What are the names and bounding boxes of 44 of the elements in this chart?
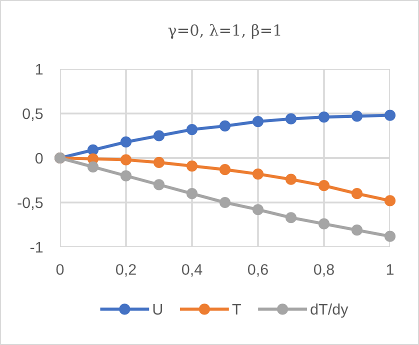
y-tick-label: -0,5: [18, 197, 43, 210]
point: [384, 230, 396, 242]
x-tick-label: 0: [56, 264, 64, 275]
point: [252, 116, 264, 128]
point: [120, 136, 132, 148]
point: [285, 174, 297, 185]
x-tick-label: 0,4: [182, 264, 202, 277]
point: [87, 161, 99, 172]
x-tick-label: 0,8: [314, 264, 334, 277]
x-tick-label: 0,6: [248, 264, 268, 277]
point: [120, 154, 132, 166]
y-tick-label: 0: [35, 152, 43, 164]
point: [153, 130, 165, 142]
point: [351, 224, 363, 236]
point: [384, 195, 396, 206]
point: [219, 164, 231, 176]
point: [219, 196, 231, 208]
point: [153, 156, 165, 168]
x-tick-label: 0,2: [116, 264, 136, 277]
x-tick-label: 1: [386, 264, 394, 275]
legend-label: T: [232, 304, 241, 315]
legend-label: U: [153, 304, 162, 315]
legend-label: dT/dy: [310, 303, 348, 318]
point: [318, 218, 330, 230]
point: [252, 204, 264, 216]
point: [186, 188, 198, 200]
y-tick-label: 0,5: [22, 108, 43, 121]
point: [285, 212, 297, 224]
chart-title: γ=0, λ=1, β=1: [168, 24, 280, 39]
point: [219, 120, 231, 132]
point: [351, 188, 363, 200]
point: [351, 110, 363, 122]
point: [120, 170, 132, 182]
point: [318, 112, 330, 123]
point: [285, 113, 297, 124]
y-tick-label: -1: [30, 242, 43, 253]
point: [186, 124, 198, 136]
point: [384, 110, 396, 121]
point: [318, 180, 330, 192]
y-tick-label: 1: [36, 64, 43, 75]
point: [87, 144, 99, 156]
point: [252, 168, 264, 180]
point: [186, 160, 198, 172]
point: [153, 179, 165, 190]
